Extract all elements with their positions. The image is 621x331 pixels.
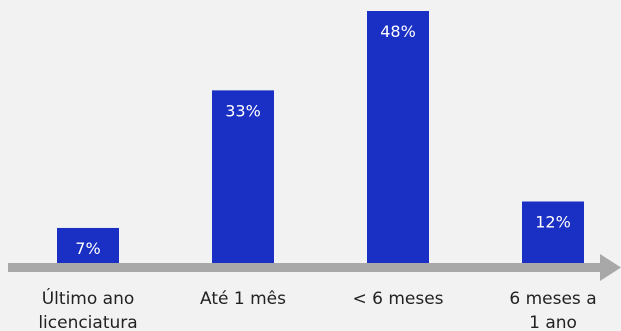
x-axis [8,254,621,281]
category-label: Último ano licenciatura [38,287,137,331]
category-label-line: < 6 meses [352,289,443,309]
bars-group: 7% 33% 48% 12% [57,11,584,265]
category-label: < 6 meses [352,289,443,309]
bar-value-label: 12% [535,213,571,232]
category-label-line: 1 ano [529,313,577,331]
bar-value-label: 7% [75,239,100,258]
x-axis-arrowhead [600,254,621,281]
category-label-line: Até 1 mês [200,289,286,309]
category-label-line: Último ano [42,287,135,309]
bar-2 [367,11,429,265]
category-label: 6 meses a 1 ano [509,289,596,331]
bar-value-label: 33% [225,101,261,120]
bar-3 [522,201,584,265]
category-label-line: licenciatura [38,313,137,331]
category-label-line: 6 meses a [509,289,596,309]
bar-0 [57,227,119,265]
bar-value-label: 48% [380,22,416,41]
category-label: Até 1 mês [200,289,286,309]
x-axis-line [8,263,601,272]
category-labels: Último ano licenciatura Até 1 mês < 6 meses… [38,287,596,331]
bar-1 [212,90,274,265]
